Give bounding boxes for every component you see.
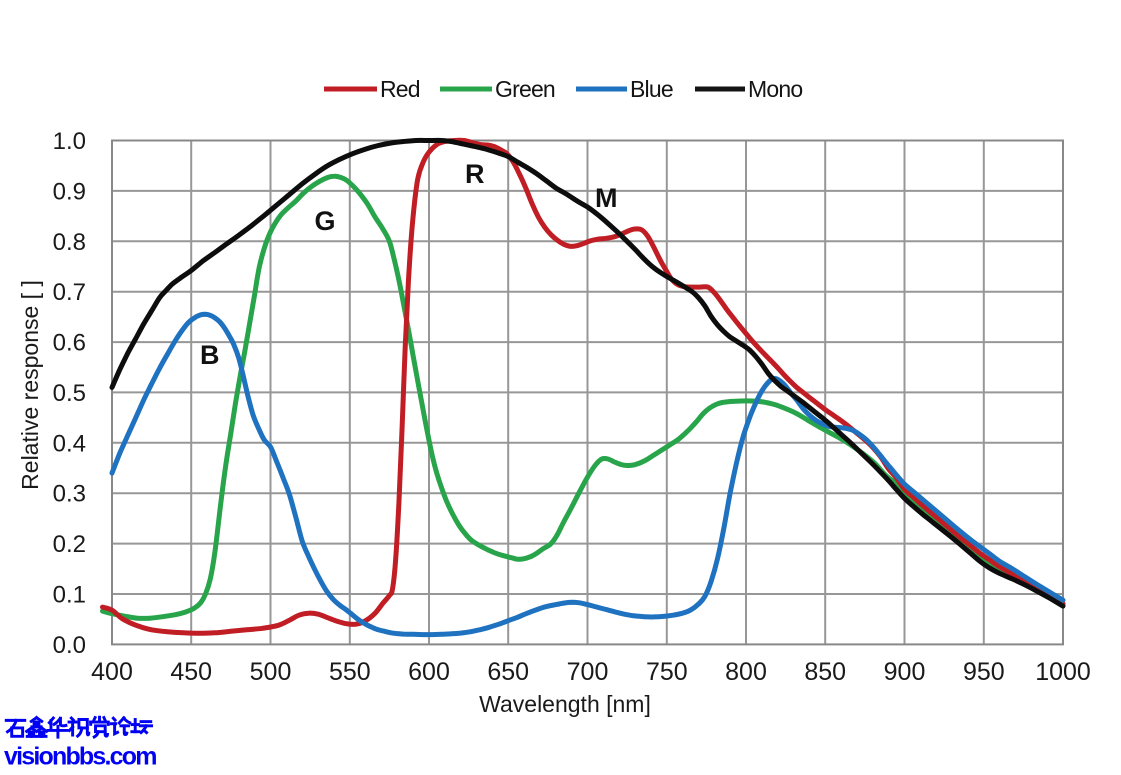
svg-text:1.0: 1.0 (53, 128, 86, 155)
svg-text:0.8: 0.8 (53, 229, 86, 256)
svg-text:0.1: 0.1 (53, 582, 86, 609)
svg-text:400: 400 (91, 658, 133, 686)
svg-text:650: 650 (487, 658, 529, 686)
svg-text:0.4: 0.4 (53, 430, 86, 457)
svg-text:0.7: 0.7 (53, 279, 86, 306)
svg-text:0.6: 0.6 (53, 330, 86, 357)
svg-text:G: G (315, 206, 336, 236)
svg-text:Green: Green (495, 76, 555, 102)
svg-text:0.5: 0.5 (53, 380, 86, 407)
svg-text:450: 450 (170, 658, 212, 686)
svg-text:850: 850 (804, 658, 846, 686)
svg-text:500: 500 (250, 658, 292, 686)
svg-text:R: R (465, 159, 485, 189)
svg-text:600: 600 (408, 658, 450, 686)
svg-text:0.0: 0.0 (53, 632, 86, 659)
svg-text:950: 950 (963, 658, 1005, 686)
svg-text:1000: 1000 (1035, 658, 1091, 686)
svg-text:Relative response [ ]: Relative response [ ] (17, 280, 43, 490)
svg-text:visionbbs.com: visionbbs.com (4, 743, 156, 771)
svg-text:750: 750 (646, 658, 688, 686)
svg-text:M: M (595, 183, 618, 213)
svg-text:0.3: 0.3 (53, 481, 86, 508)
svg-text:Mono: Mono (748, 76, 802, 102)
svg-text:0.9: 0.9 (53, 178, 86, 205)
svg-text:800: 800 (725, 658, 767, 686)
svg-text:900: 900 (884, 658, 926, 686)
svg-text:700: 700 (567, 658, 609, 686)
svg-text:Red: Red (380, 76, 420, 102)
svg-text:Wavelength [nm]: Wavelength [nm] (479, 691, 651, 717)
svg-text:0.2: 0.2 (53, 531, 86, 558)
svg-text:550: 550 (329, 658, 371, 686)
svg-text:Blue: Blue (630, 76, 673, 102)
svg-text:B: B (200, 340, 220, 370)
